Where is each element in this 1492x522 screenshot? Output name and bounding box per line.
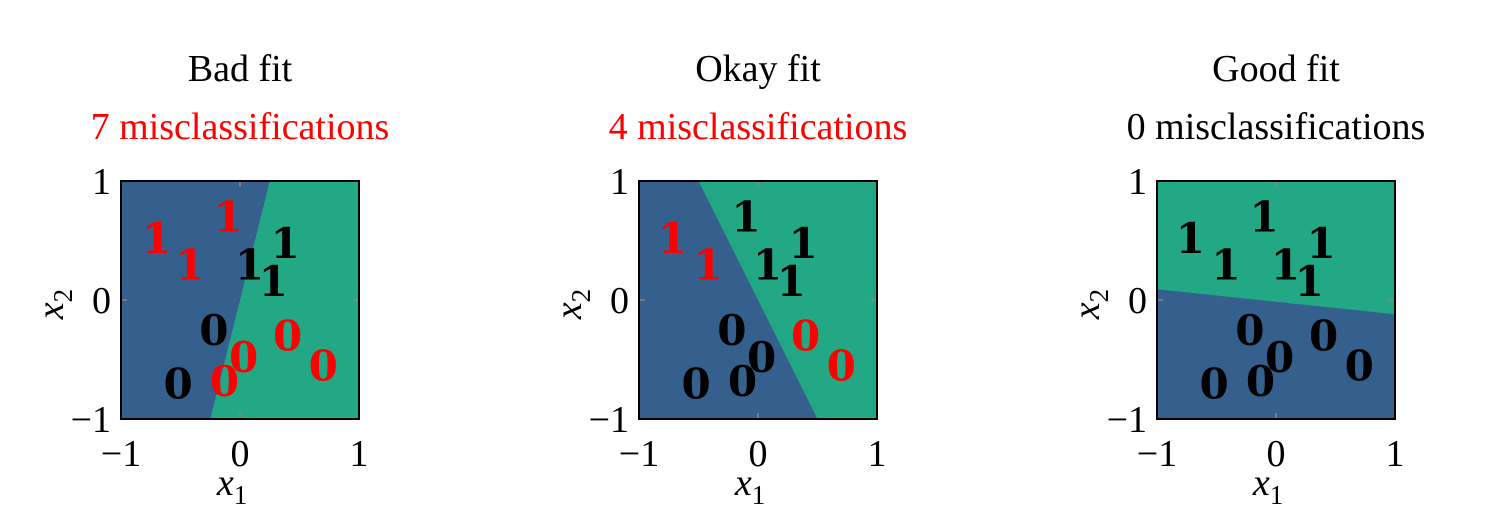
x-tick-label: −1 (619, 433, 659, 475)
data-point-class-1: 1 (693, 240, 722, 289)
chart-title: Bad fit (188, 48, 293, 90)
x-axis-label-subscript: 1 (1270, 480, 1284, 510)
data-point-class-0: 0 (1200, 359, 1229, 408)
y-tick-label: 1 (610, 161, 629, 203)
y-axis-label-main: x (30, 302, 72, 320)
data-point-class-0: 0 (273, 312, 302, 361)
chart-title: Okay fit (695, 48, 821, 90)
misclassification-count: 4 misclassifications (609, 106, 908, 148)
x-axis-label-main: x (216, 462, 234, 504)
y-axis-label: x2 (1066, 289, 1114, 320)
y-axis-label-subscript: 2 (566, 289, 596, 303)
region-class-0 (121, 181, 270, 419)
data-point-class-0: 0 (827, 341, 856, 390)
y-tick-label: 1 (92, 161, 111, 203)
x-tick-label: −1 (101, 433, 141, 475)
region-class-0 (639, 181, 818, 419)
data-point-class-0: 0 (309, 341, 338, 390)
data-point-class-0: 0 (229, 333, 258, 382)
data-point-class-1: 1 (1176, 214, 1205, 263)
data-point-class-0: 0 (682, 359, 711, 408)
data-point-class-1: 1 (658, 214, 687, 263)
data-point-class-1: 1 (235, 240, 264, 289)
plot-frame (638, 180, 878, 420)
y-axis-label-main: x (548, 302, 590, 320)
data-point-class-1: 1 (175, 240, 204, 289)
data-point-class-0: 0 (791, 312, 820, 361)
data-point-class-0: 0 (728, 357, 757, 406)
data-point-class-1: 1 (789, 219, 818, 268)
y-tick-label: 0 (610, 280, 629, 322)
data-point-class-1: 1 (142, 214, 171, 263)
region-class-0 (1157, 289, 1395, 419)
x-axis-label-main: x (734, 462, 752, 504)
x-axis-label: x1 (1252, 462, 1283, 510)
y-tick-label: 1 (1128, 161, 1147, 203)
data-point-class-1: 1 (1211, 240, 1240, 289)
misclassification-count: 0 misclassifications (1127, 106, 1426, 148)
chart-title: Good fit (1212, 48, 1340, 90)
data-point-class-0: 0 (1345, 341, 1374, 390)
y-tick-label: 0 (92, 280, 111, 322)
data-point-class-1: 1 (259, 257, 288, 306)
data-point-class-0: 0 (1309, 312, 1338, 361)
x-tick-label: 0 (749, 433, 768, 475)
y-axis-label: x2 (30, 289, 78, 320)
x-tick-label: 1 (350, 433, 369, 475)
data-point-class-0: 0 (210, 357, 239, 406)
plot-frame (1156, 180, 1396, 420)
data-point-class-1: 1 (271, 219, 300, 268)
y-tick-label: 0 (1128, 280, 1147, 322)
x-tick-label: 0 (231, 433, 250, 475)
x-tick-label: −1 (1137, 433, 1177, 475)
y-axis-label: x2 (548, 289, 596, 320)
y-tick-label: −1 (1107, 399, 1147, 441)
x-axis-label-subscript: 1 (234, 480, 248, 510)
y-axis-label-subscript: 2 (48, 289, 78, 303)
data-point-class-0: 0 (1235, 306, 1264, 355)
data-point-class-0: 0 (1265, 333, 1294, 382)
y-tick-label: −1 (71, 399, 111, 441)
data-point-class-1: 1 (1295, 257, 1324, 306)
y-axis-label-main: x (1066, 302, 1108, 320)
x-tick-label: 1 (868, 433, 887, 475)
data-point-class-0: 0 (164, 359, 193, 408)
data-point-class-1: 1 (1249, 193, 1278, 242)
data-point-class-1: 1 (1307, 219, 1336, 268)
data-point-class-0: 0 (747, 333, 776, 382)
data-point-class-1: 1 (213, 193, 242, 242)
y-tick-label: −1 (589, 399, 629, 441)
plot-frame (120, 180, 360, 420)
data-point-class-1: 1 (753, 240, 782, 289)
data-point-class-1: 1 (1271, 240, 1300, 289)
x-tick-label: 1 (1386, 433, 1405, 475)
data-point-class-0: 0 (717, 306, 746, 355)
y-axis-label-subscript: 2 (1084, 289, 1114, 303)
x-axis-label: x1 (216, 462, 247, 510)
data-point-class-1: 1 (777, 257, 806, 306)
data-point-class-0: 0 (1246, 357, 1275, 406)
x-axis-label: x1 (734, 462, 765, 510)
data-point-class-1: 1 (731, 193, 760, 242)
data-point-class-0: 0 (199, 306, 228, 355)
x-axis-label-main: x (1252, 462, 1270, 504)
misclassification-count: 7 misclassifications (91, 106, 390, 148)
x-tick-label: 0 (1267, 433, 1286, 475)
x-axis-label-subscript: 1 (752, 480, 766, 510)
